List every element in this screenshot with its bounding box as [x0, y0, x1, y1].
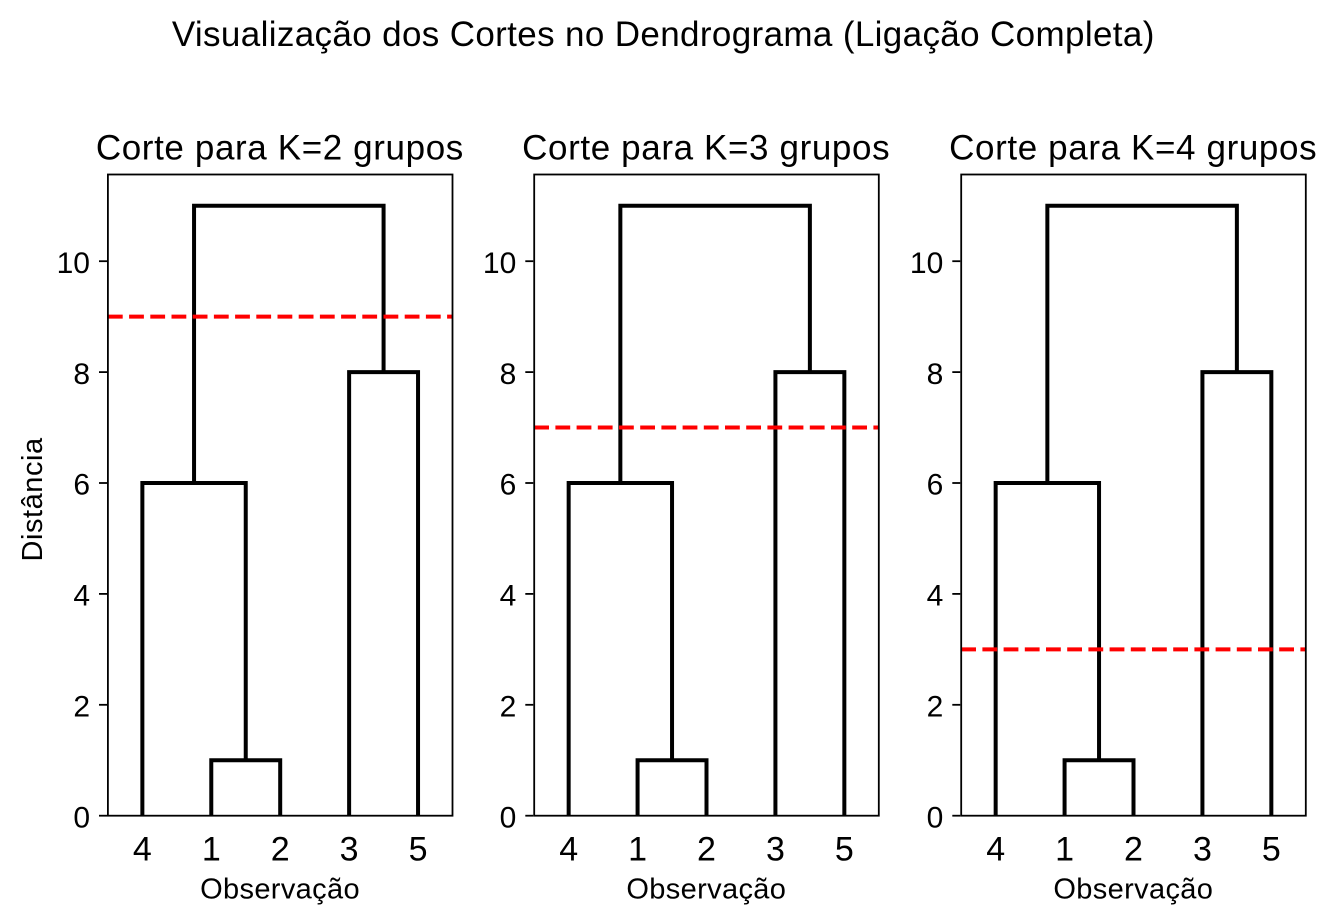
svg-text:0: 0	[927, 801, 944, 834]
svg-text:0: 0	[73, 801, 90, 834]
svg-text:1: 1	[628, 831, 647, 869]
svg-text:10: 10	[57, 247, 90, 280]
svg-text:2: 2	[697, 831, 716, 869]
svg-text:6: 6	[927, 469, 944, 502]
svg-text:8: 8	[500, 358, 517, 391]
svg-text:5: 5	[835, 831, 854, 869]
svg-text:Visualização dos Cortes no Den: Visualização dos Cortes no Dendrograma (…	[172, 15, 1155, 54]
svg-text:4: 4	[133, 831, 152, 869]
svg-text:0: 0	[500, 801, 517, 834]
svg-text:2: 2	[927, 691, 944, 724]
svg-text:1: 1	[1055, 831, 1074, 869]
svg-text:10: 10	[910, 247, 943, 280]
svg-text:Observação: Observação	[200, 874, 360, 906]
svg-text:4: 4	[986, 831, 1005, 869]
svg-text:Distância: Distância	[17, 437, 49, 562]
svg-text:2: 2	[271, 831, 290, 869]
svg-text:10: 10	[483, 247, 516, 280]
svg-text:3: 3	[340, 831, 359, 869]
svg-text:8: 8	[927, 358, 944, 391]
svg-text:Corte para K=3 grupos: Corte para K=3 grupos	[522, 129, 890, 168]
svg-text:5: 5	[1262, 831, 1281, 869]
svg-text:Observação: Observação	[626, 874, 786, 906]
svg-text:Corte para K=4 grupos: Corte para K=4 grupos	[949, 129, 1317, 168]
svg-text:6: 6	[73, 469, 90, 502]
svg-text:1: 1	[202, 831, 221, 869]
svg-text:2: 2	[500, 691, 517, 724]
svg-text:Observação: Observação	[1053, 874, 1213, 906]
svg-text:4: 4	[927, 580, 944, 613]
svg-text:3: 3	[766, 831, 785, 869]
svg-text:3: 3	[1193, 831, 1212, 869]
svg-text:6: 6	[500, 469, 517, 502]
svg-text:5: 5	[409, 831, 428, 869]
svg-text:4: 4	[500, 580, 517, 613]
svg-text:4: 4	[559, 831, 578, 869]
svg-text:2: 2	[73, 691, 90, 724]
svg-text:8: 8	[73, 358, 90, 391]
svg-text:Corte para K=2 grupos: Corte para K=2 grupos	[96, 129, 464, 168]
svg-text:2: 2	[1124, 831, 1143, 869]
svg-text:4: 4	[73, 580, 90, 613]
